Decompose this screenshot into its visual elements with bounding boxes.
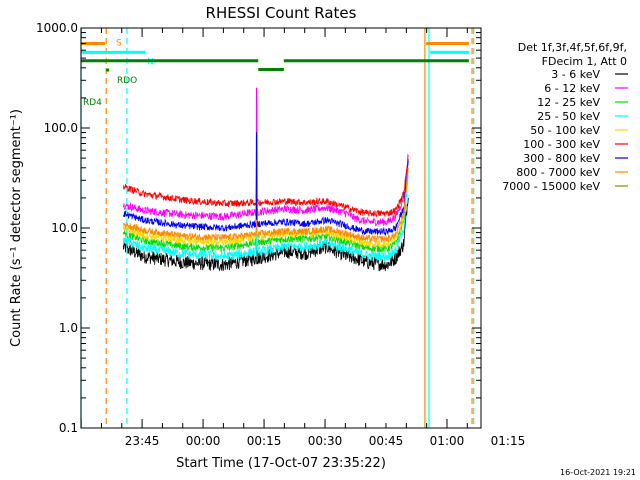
- y-tick-label: 0.1: [59, 421, 78, 435]
- ticklabel-layer: 1000.0 100.0 10.0 1.0 0.1 23:45 00:00 00:15 00:3…: [36, 21, 525, 448]
- series-line-5: [122, 169, 409, 248]
- legend-label: 100 - 300 keV: [523, 138, 600, 151]
- series-line-3: [122, 167, 409, 254]
- series-line-6: [122, 158, 409, 218]
- series-line-4: [122, 175, 409, 262]
- series-layer: [122, 87, 409, 272]
- series-line-1: [122, 197, 409, 272]
- series-line-7: [122, 132, 409, 237]
- legend-label: 800 - 7000 keV: [516, 166, 600, 179]
- y-tick-label: 1.0: [59, 321, 78, 335]
- x-tick-label: 00:30: [308, 434, 343, 448]
- x-tick-label: 00:15: [247, 434, 282, 448]
- legend-label: 6 - 12 keV: [544, 82, 600, 95]
- y-tick-label: 1000.0: [36, 21, 78, 35]
- x-tick-label: 23:45: [125, 434, 160, 448]
- flag-label-rdo: RDO: [117, 76, 137, 86]
- legend-label: 300 - 800 keV: [523, 152, 600, 165]
- legend-label: 12 - 25 keV: [537, 96, 600, 109]
- flag-label-rd4: RD4: [83, 98, 102, 108]
- flag-label-s: S: [116, 38, 122, 48]
- y-tick-label: 100.0: [44, 121, 78, 135]
- legend-label: 7000 - 15000 keV: [502, 180, 600, 193]
- legend: Det 1f,3f,4f,5f,6f,9f,FDecim 1, Att 03 -…: [502, 41, 628, 193]
- series-line-2: [122, 87, 409, 227]
- flag-layer: S N RDO RD4: [81, 38, 469, 108]
- x-tick-label: 01:00: [430, 434, 465, 448]
- chart-title: RHESSI Count Rates: [206, 4, 357, 22]
- legend-label: 50 - 100 keV: [530, 124, 600, 137]
- legend-header-line: Det 1f,3f,4f,5f,6f,9f,: [518, 41, 627, 54]
- legend-header-line: FDecim 1, Att 0: [542, 55, 627, 68]
- x-tick-label: 00:45: [369, 434, 404, 448]
- y-tick-label: 10.0: [51, 221, 78, 235]
- y-axis-label: Count Rate (s⁻¹ detector segment⁻¹): [9, 109, 24, 347]
- x-tick-label: 00:00: [186, 434, 221, 448]
- flag-label-n: N: [147, 57, 154, 67]
- x-tick-label: 01:15: [491, 434, 526, 448]
- series-line-8: [122, 167, 409, 244]
- legend-label: 3 - 6 keV: [551, 68, 600, 81]
- x-axis-label: Start Time (17-Oct-07 23:35:22): [176, 456, 386, 471]
- tick-layer: [80, 27, 481, 429]
- legend-label: 25 - 50 keV: [537, 110, 600, 123]
- timestamp: 16-Oct-2021 19:21: [560, 468, 636, 477]
